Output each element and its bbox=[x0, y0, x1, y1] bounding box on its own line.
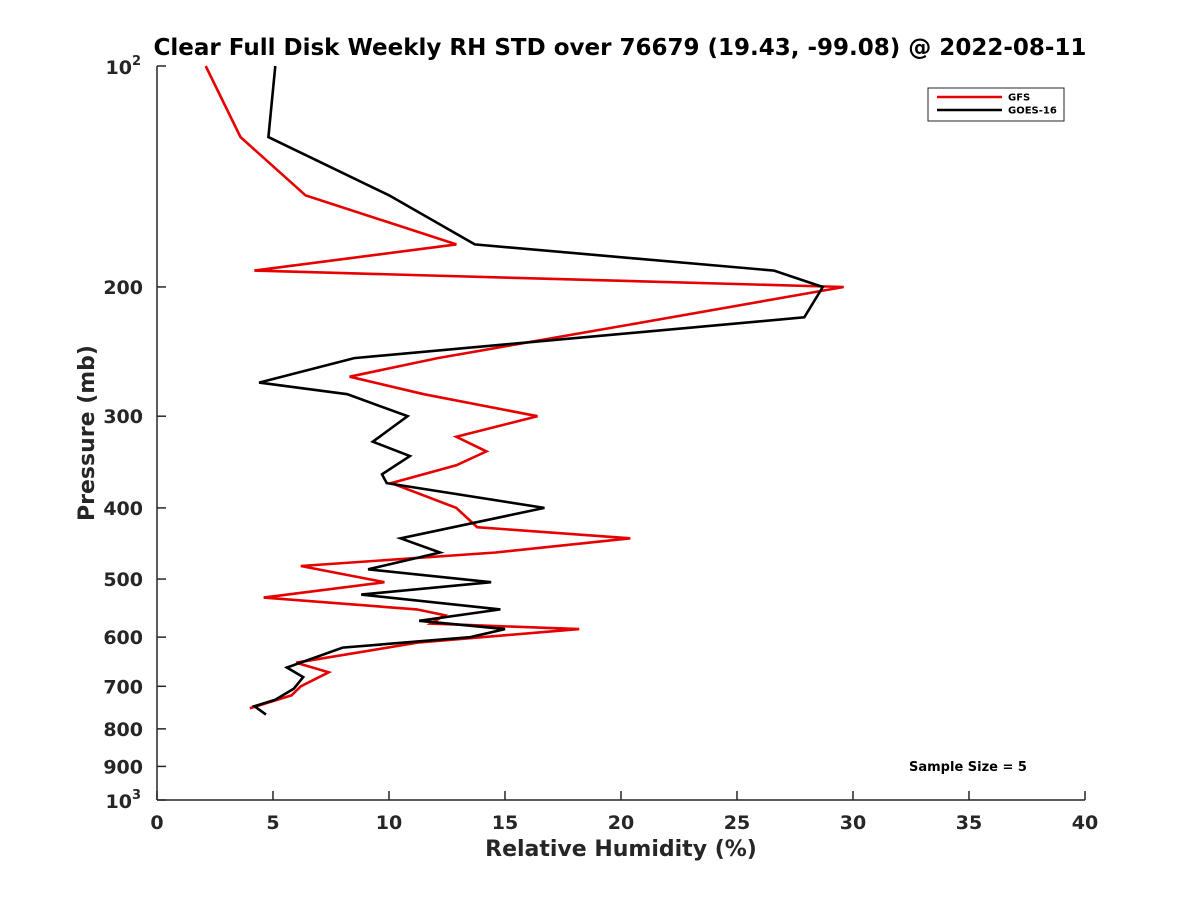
plot-area: 0 5 10 15 20 25 30 35 40 10220030040050060070080… bbox=[103, 54, 1098, 834]
y-tick-label-exponent: 3 bbox=[132, 788, 141, 803]
y-tick-label: 200 bbox=[103, 277, 143, 299]
x-tick-label: 10 bbox=[376, 812, 402, 834]
x-tick-label: 20 bbox=[608, 812, 634, 834]
y-tick-label: 600 bbox=[103, 627, 143, 649]
series-line-goes-16 bbox=[251, 65, 825, 716]
x-tick-label: 0 bbox=[150, 812, 163, 834]
legend-label-gfs: GFS bbox=[1008, 93, 1030, 104]
y-axis-label: Pressure (mb) bbox=[75, 345, 100, 521]
x-tick-label: 30 bbox=[840, 812, 866, 834]
y-tick-label-base: 10 bbox=[106, 57, 132, 79]
y-tick-label: 102 bbox=[106, 54, 142, 79]
x-ticks: 0 5 10 15 20 25 30 35 40 bbox=[150, 791, 1098, 834]
y-tick-label: 800 bbox=[103, 719, 143, 741]
x-axis-label: Relative Humidity (%) bbox=[485, 837, 757, 862]
legend: GFS GOES-16 bbox=[927, 87, 1065, 122]
y-tick-label: 700 bbox=[103, 676, 143, 698]
y-tick-label: 500 bbox=[103, 569, 143, 591]
y-tick-label: 103 bbox=[106, 788, 142, 813]
y-tick-label: 900 bbox=[103, 756, 143, 778]
x-tick-label: 15 bbox=[492, 812, 518, 834]
x-tick-label: 35 bbox=[956, 812, 982, 834]
y-tick-label-base: 10 bbox=[106, 791, 132, 813]
sample-size-annotation: Sample Size = 5 bbox=[909, 760, 1027, 775]
y-tick-label-exponent: 2 bbox=[132, 54, 141, 69]
chart-title: Clear Full Disk Weekly RH STD over 76679… bbox=[154, 35, 1087, 61]
y-tick-label: 400 bbox=[103, 498, 143, 520]
legend-label-goes-16: GOES-16 bbox=[1008, 106, 1057, 117]
y-tick-label: 300 bbox=[103, 406, 143, 428]
x-tick-label: 5 bbox=[266, 812, 279, 834]
legend-box bbox=[927, 87, 1065, 122]
x-tick-label: 25 bbox=[724, 812, 750, 834]
series-lines bbox=[204, 65, 844, 716]
x-tick-label: 40 bbox=[1072, 812, 1098, 834]
